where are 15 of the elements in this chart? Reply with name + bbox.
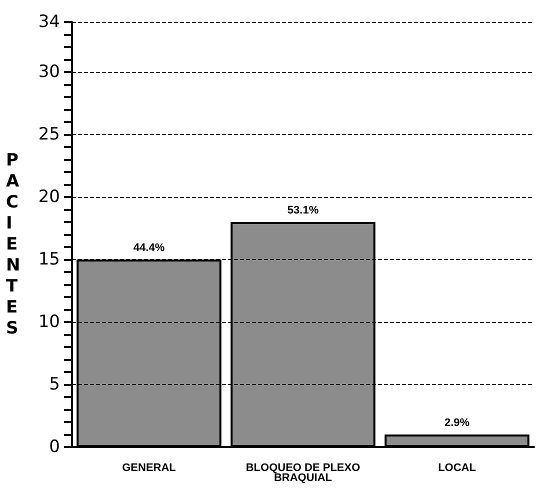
y-tick-label: 10	[38, 312, 60, 332]
y-tick-label: 25	[38, 124, 60, 144]
y-tick-label: 30	[38, 62, 60, 82]
annotation: 44.4%	[133, 242, 165, 254]
annotation: 53.1%	[287, 204, 319, 216]
annotation: 2.9%	[444, 417, 470, 429]
y-tick-label: 15	[38, 250, 60, 270]
y-tick-label: 34	[38, 12, 60, 32]
x-tick-label: BLOQUEO DE PLEXO BRAQUIAL	[246, 462, 361, 484]
y-tick-label: 0	[49, 437, 60, 457]
y-tick-label: 20	[38, 187, 60, 207]
x-tick-label: GENERAL	[122, 462, 176, 474]
text: PACIENTES	[6, 150, 20, 338]
y-tick-label: 5	[49, 374, 60, 394]
x-tick-label: LOCAL	[438, 462, 476, 474]
